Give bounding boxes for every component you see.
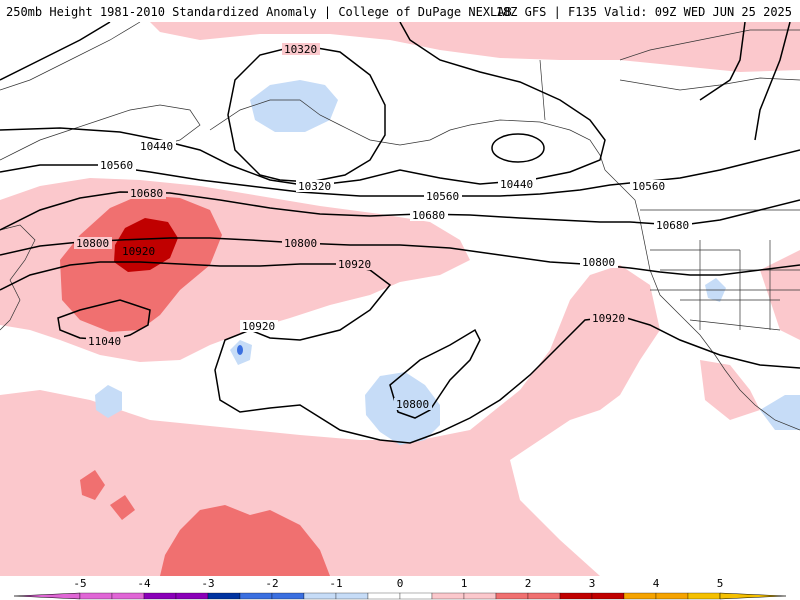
contour-label: 10440 [500,178,533,191]
colorbar-tick-label: -4 [137,577,151,590]
contour-label: 10920 [592,312,625,325]
contour-label: 10560 [426,190,459,203]
map-title: 250mb Height 1981-2010 Standardized Anom… [6,5,512,19]
coastlines [0,22,800,431]
contour-label: 10920 [122,245,155,258]
colorbar-right-arrow [719,592,787,600]
contour-10800 [0,237,800,276]
contour-label: 10440 [140,140,173,153]
colorbar-segment [623,592,657,600]
colorbar-left-arrow [13,592,81,600]
colorbar-segment [335,592,369,600]
blue-region-small-west [95,385,122,418]
contour-10800-loop [389,328,481,419]
red-region-south-3 [110,495,135,520]
colorbar-segment [559,592,593,600]
strong-positive-anomaly [60,195,330,576]
colorbar-tick-label: 5 [717,577,724,590]
pink-region-east [760,250,800,340]
colorbar-segment [495,592,529,600]
contour-label: 10800 [284,237,317,250]
contour-label: 10560 [100,159,133,172]
colorbar-tick-label: 3 [589,577,596,590]
colorbar-segment [399,592,433,600]
blue-region-alaska [250,80,338,132]
contour-label: 10920 [242,320,275,333]
colorbar-segments [13,592,787,600]
negative-anomaly-shading [95,80,800,445]
colorbar-tick-label: -5 [73,577,86,590]
colorbar-segment [111,592,145,600]
colorbar-segment [527,592,561,600]
colorbar-tick-label: 2 [525,577,532,590]
colorbar-ticks: -5 -4 -3 -2 -1 0 1 2 3 4 5 [73,577,723,590]
contour-10800-east [699,22,791,141]
colorbar-segment [591,592,625,600]
contour-label: 10320 [298,180,331,193]
contour-label: 10800 [582,256,615,269]
colorbar-tick-label: -2 [265,577,278,590]
colorbar-segment [655,592,689,600]
colorbar-segment [143,592,177,600]
colorbar-tick-label: 1 [461,577,468,590]
contour-10440-north [0,22,606,187]
blue-anomaly-dot [237,345,243,355]
contour-labels: 10320 10320 10440 10440 10560 10560 1056… [74,43,692,411]
pink-region-north [150,22,800,72]
colorbar-segment [687,592,721,600]
contour-10320 [227,44,386,183]
map-header: 250mb Height 1981-2010 Standardized Anom… [0,0,800,22]
contour-label: 10680 [412,209,445,222]
anomaly-map: 10320 10320 10440 10440 10560 10560 1056… [0,22,800,576]
contour-label: 10800 [76,237,109,250]
colorbar-segment [367,592,401,600]
colorbar-segment [175,592,209,600]
colorbar-segment [431,592,465,600]
model-run-info: 18Z GFS | F135 Valid: 09Z WED JUN 25 202… [495,5,792,19]
pink-region-south [0,265,660,576]
colorbar-tick-label: -3 [201,577,214,590]
colorbar-segment [239,592,273,600]
contour-label: 10920 [338,258,371,271]
colorbar-segment [271,592,305,600]
coastline-alaska [209,99,606,171]
colorbar-tick-label: 4 [653,577,660,590]
colorbar-segment [79,592,113,600]
contour-10920 [0,261,800,444]
blue-region-east [760,395,800,430]
coastline-north-america [604,169,800,431]
contour-10440-closed [491,133,545,163]
colorbar-tick-label: 0 [397,577,404,590]
coastline-asia [0,22,201,331]
colorbar-segment [303,592,337,600]
contour-label: 10560 [632,180,665,193]
colorbar-segment [207,592,241,600]
pink-region-mexico [700,360,760,420]
red-region-south-2 [80,470,105,500]
state-borders [640,209,800,331]
red-region-south-1 [160,505,330,576]
colorbar-segment [463,592,497,600]
colorbar-tick-label: -1 [329,577,342,590]
contour-label: 11040 [88,335,121,348]
contour-label: 10680 [130,187,163,200]
contour-label: 10320 [284,43,317,56]
contour-label: 10800 [396,398,429,411]
contour-label: 10680 [656,219,689,232]
colorbar: -5 -4 -3 -2 -1 0 1 2 3 4 5 [0,576,800,600]
